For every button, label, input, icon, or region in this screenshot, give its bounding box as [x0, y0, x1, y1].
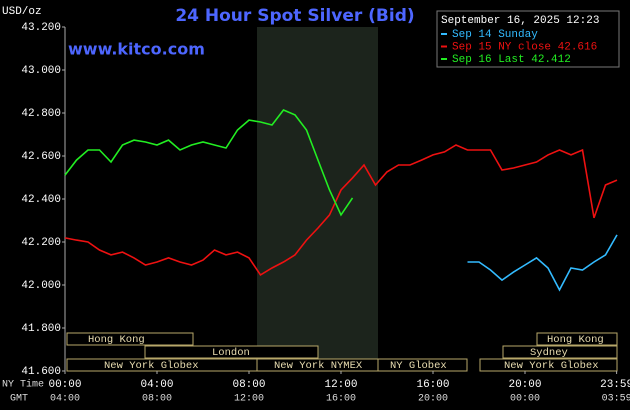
y-tick-label: 42.200	[21, 237, 61, 249]
session-label: New York NYMEX	[274, 360, 363, 372]
website: www.kitco.com	[68, 40, 205, 59]
session-label: NY Globex	[390, 360, 447, 372]
x-tick-label: 04:00	[140, 379, 173, 391]
session-label: Sydney	[530, 347, 568, 359]
nymex-shade	[257, 27, 378, 371]
y-tick-label: 42.600	[21, 151, 61, 163]
gmt-tick-label: 08:00	[142, 394, 172, 405]
x-tick-label: 20:00	[508, 379, 541, 391]
gmt-tick-label: 03:59	[602, 394, 630, 405]
chart-title: 24 Hour Spot Silver (Bid)	[175, 6, 414, 26]
session-label: Hong Kong	[547, 334, 604, 346]
y-tick-label: 43.000	[21, 65, 61, 77]
series-line	[64, 144, 618, 276]
x-tick-label: 16:00	[416, 379, 449, 391]
y-tick-label: 43.200	[21, 22, 61, 34]
session-label: Hong Kong	[88, 334, 145, 346]
ny-time-label: NY Time	[2, 379, 44, 391]
session-bar	[144, 345, 319, 359]
gmt-tick-label: 20:00	[418, 394, 448, 405]
y-unit: USD/oz	[2, 6, 42, 18]
series-line	[64, 109, 354, 217]
legend-label: Sep 15 NY close 42.616	[452, 41, 597, 53]
series-line	[467, 234, 618, 292]
x-tick-label: 12:00	[324, 379, 357, 391]
y-tick-label: 42.400	[21, 194, 61, 206]
gmt-tick-label: 16:00	[326, 394, 356, 405]
legend	[436, 10, 620, 68]
y-tick-label: 41.600	[21, 366, 61, 378]
x-tick-label: 00:00	[48, 379, 81, 391]
sessions: Hong Kong London New York Globex New Yor…	[66, 332, 618, 372]
y-tick-label: 42.800	[21, 108, 61, 120]
session-label: New York Globex	[104, 360, 199, 372]
session-bar	[66, 332, 194, 346]
session-bar	[377, 358, 468, 372]
session-label: New York Globex	[504, 360, 599, 372]
x-tick-label: 23:59	[600, 379, 630, 391]
session-bar	[502, 345, 618, 359]
session-bar	[479, 358, 618, 372]
y-tick-label: 41.800	[21, 323, 61, 335]
x-tick-label: 08:00	[232, 379, 265, 391]
legend-label: Sep 14 Sunday	[452, 29, 538, 41]
legend-label: Sep 16 Last 42.412	[452, 54, 571, 66]
legend-title: September 16, 2025 12:23	[441, 15, 599, 27]
session-bar	[536, 332, 618, 346]
gmt-tick-label: 12:00	[234, 394, 264, 405]
session-label: London	[212, 347, 250, 359]
y-tick-label: 42.000	[21, 280, 61, 292]
gmt-tick-label: 04:00	[50, 394, 80, 405]
gmt-label: GMT	[10, 394, 28, 405]
gmt-tick-label: 00:00	[510, 394, 540, 405]
